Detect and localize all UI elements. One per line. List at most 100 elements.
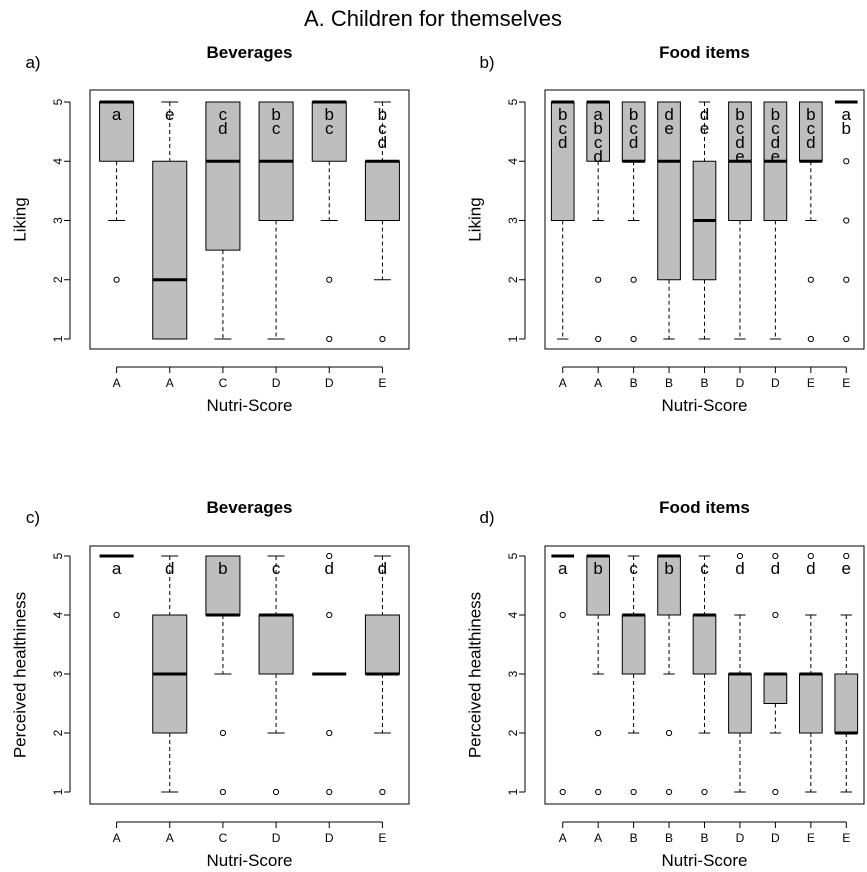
plot-frame (89, 89, 410, 350)
box-3: cd (205, 101, 241, 340)
x-tick-label: B (700, 831, 708, 845)
box-3: bcd (621, 101, 646, 343)
panels: Beverages a) 1 2 3 4 5 Liking A A C D D E Nutri-Score a… (11, 43, 865, 870)
box-body (834, 673, 859, 734)
box-body (692, 614, 717, 675)
outlier-point (219, 788, 227, 796)
significance-letter: d (378, 133, 387, 152)
x-tick-label: E (807, 831, 815, 845)
y-tick-label: 1 (506, 788, 520, 795)
outlier-point (807, 335, 814, 343)
box-body (728, 673, 752, 734)
x-tick-label: A (594, 376, 602, 390)
plot-frame (544, 89, 865, 350)
significance-letter: a (112, 105, 122, 124)
significance-letter: d (558, 133, 567, 152)
outlier-point (326, 335, 333, 343)
y-axis-title: Perceived healthiness (466, 592, 485, 758)
x-tick-label: D (736, 831, 745, 845)
outlier-point (595, 276, 602, 283)
outlier-point (113, 276, 120, 283)
box-5: c (692, 555, 717, 796)
significance-letter: d (593, 147, 602, 166)
significance-letter: e (165, 105, 174, 124)
box-body (657, 101, 681, 281)
significance-letter: b (806, 105, 815, 124)
outlier-point (219, 729, 227, 737)
box-8: bcd (798, 101, 823, 343)
y-tick-label: 3 (506, 217, 520, 224)
y-tick-label: 4 (51, 158, 65, 165)
box-body (258, 614, 294, 675)
panel-2: Food items b) 1 2 3 4 5 Liking A A B B B D D E E Nutri-Sc… (466, 43, 865, 415)
x-tick-label: A (166, 831, 174, 845)
y-axis-title: Liking (11, 197, 30, 241)
panel-label: c) (26, 508, 40, 527)
significance-letter: c (558, 119, 567, 138)
significance-letter: c (272, 559, 281, 578)
panel-title: Beverages (206, 43, 292, 62)
y-axis-title: Perceived healthiness (11, 592, 30, 758)
y-tick-label: 4 (506, 158, 520, 165)
x-axis-title: Nutri-Score (662, 396, 748, 415)
y-tick-label: 1 (51, 788, 65, 795)
outlier-point (379, 335, 386, 343)
x-tick-label: D (272, 376, 281, 390)
x-tick-label: E (842, 831, 850, 845)
box-2: b (586, 554, 611, 796)
box-4: de (657, 101, 681, 340)
significance-letter: c (771, 119, 780, 138)
outlier-point (630, 788, 637, 796)
significance-letter: d (806, 133, 815, 152)
outlier-point (595, 729, 602, 737)
box-6: d (728, 552, 752, 793)
figure-title: A. Children for themselves (304, 6, 562, 31)
significance-letter: b (735, 105, 744, 124)
box-5: de (692, 101, 717, 340)
significance-letter: d (735, 559, 744, 578)
box-8: d (798, 552, 823, 793)
y-tick-label: 4 (51, 611, 65, 618)
significance-letter: b (558, 105, 567, 124)
box-4: b (657, 554, 681, 796)
x-tick-label: A (113, 376, 121, 390)
x-tick-label: C (219, 376, 228, 390)
y-tick-label: 1 (506, 335, 520, 342)
x-tick-label: D (272, 831, 281, 845)
outlier-point (807, 276, 814, 283)
x-tick-label: B (630, 831, 638, 845)
significance-letter: b (593, 559, 602, 578)
significance-letter: b (664, 559, 673, 578)
significance-letter: d (629, 133, 638, 152)
outlier-point (843, 552, 850, 560)
box-2: e (152, 101, 188, 340)
y-tick-label: 2 (506, 729, 520, 736)
significance-letter: c (807, 119, 816, 138)
outlier-point (843, 217, 850, 224)
x-tick-label: E (378, 376, 386, 390)
x-tick-label: A (559, 376, 567, 390)
box-1: a (99, 554, 134, 619)
x-tick-label: A (166, 376, 174, 390)
significance-letter: e (700, 119, 709, 138)
outlier-point (113, 611, 120, 619)
panel-label: d) (479, 508, 494, 527)
significance-letter: b (842, 119, 851, 138)
significance-letter: d (218, 119, 227, 138)
x-tick-label: A (113, 831, 121, 845)
outlier-point (665, 729, 673, 737)
box-body (152, 160, 188, 340)
significance-letter: a (558, 559, 568, 578)
box-9: e (834, 552, 859, 793)
outlier-point (326, 552, 333, 560)
y-tick-label: 3 (51, 217, 65, 224)
outlier-point (843, 276, 850, 283)
outlier-point (736, 552, 744, 560)
outlier-point (772, 611, 779, 619)
outlier-point (630, 276, 637, 283)
significance-letter: e (735, 147, 744, 166)
significance-letter: d (165, 559, 174, 578)
outlier-point (772, 552, 779, 560)
